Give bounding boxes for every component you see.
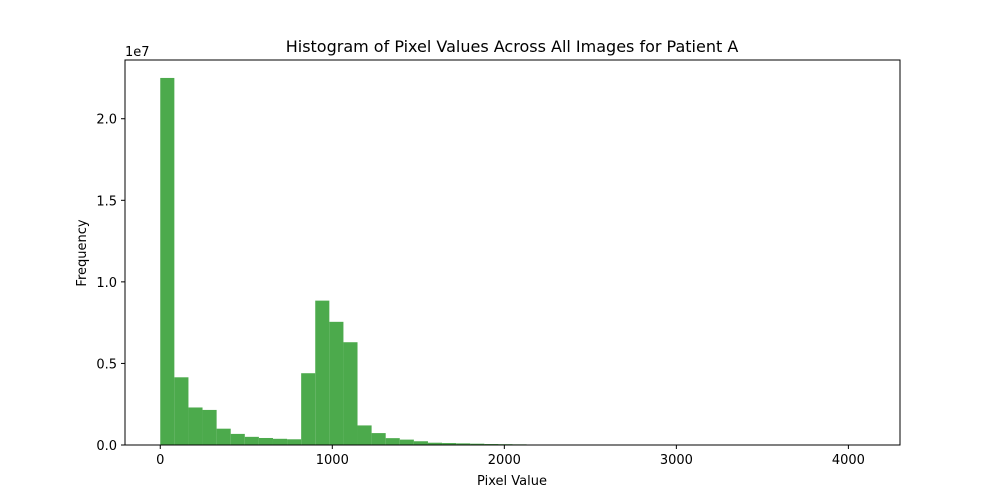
y-axis-multiplier: 1e7 <box>125 45 150 60</box>
histogram-bars <box>160 77 865 445</box>
histogram-bar <box>357 425 372 445</box>
chart-title: Histogram of Pixel Values Across All Ima… <box>286 37 739 56</box>
histogram-bar <box>371 433 386 445</box>
histogram-bar <box>230 433 245 445</box>
histogram-bar <box>343 342 358 445</box>
histogram-bar <box>329 321 344 445</box>
x-tick-label: 1000 <box>316 453 349 468</box>
y-tick-label: 0.0 <box>96 439 117 454</box>
y-axis-label: Frequency <box>75 219 90 286</box>
x-tick-label: 0 <box>156 453 164 468</box>
histogram-bar <box>399 439 414 445</box>
histogram-bar <box>174 377 189 445</box>
histogram-bar <box>160 77 175 445</box>
histogram-bar <box>456 443 471 445</box>
x-axis-label: Pixel Value <box>477 474 547 489</box>
y-axis-ticks: 0.0 0.5 1.0 1.5 2.0 <box>96 113 125 454</box>
x-tick-label: 2000 <box>488 453 521 468</box>
histogram-bar <box>287 439 302 445</box>
histogram-bar <box>272 438 288 445</box>
histogram-bar <box>413 441 428 445</box>
plot-frame <box>124 59 901 446</box>
y-tick-label: 2.0 <box>96 113 117 128</box>
histogram-bar <box>315 300 330 445</box>
x-tick-label: 3000 <box>660 453 693 468</box>
histogram-bar <box>442 443 457 445</box>
histogram-bar <box>470 443 485 445</box>
histogram-bar <box>244 436 259 445</box>
x-tick-label: 4000 <box>832 453 865 468</box>
histogram-bar <box>301 373 316 445</box>
histogram-bar <box>216 428 231 445</box>
histogram-bar <box>202 409 217 445</box>
x-axis-ticks: 0 1000 2000 3000 4000 <box>156 445 865 468</box>
histogram-bar <box>258 437 273 445</box>
y-tick-label: 1.5 <box>96 194 117 209</box>
histogram-bar <box>427 442 443 445</box>
histogram-bar <box>385 438 400 445</box>
y-tick-label: 0.5 <box>96 357 117 372</box>
histogram-bar <box>188 407 203 445</box>
y-tick-label: 1.0 <box>96 276 117 291</box>
